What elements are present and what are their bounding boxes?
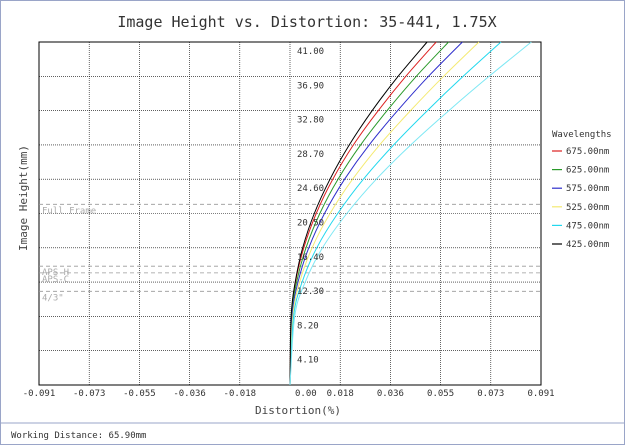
x-tick-label: 0.018 <box>327 389 354 399</box>
x-tick-label: 0.036 <box>377 389 404 399</box>
y-tick-label: 4.10 <box>297 356 319 366</box>
chart-title: Image Height vs. Distortion: 35-441, 1.7… <box>117 13 496 31</box>
y-tick-label: 28.70 <box>297 150 324 160</box>
x-axis-label: Distortion(%) <box>255 404 341 417</box>
y-tick-label: 24.60 <box>297 184 324 194</box>
x-tick-label: -0.018 <box>224 389 257 399</box>
legend-title: Wavelengths <box>552 130 612 140</box>
y-tick-label: 20.50 <box>297 219 324 229</box>
x-tick-label: -0.091 <box>23 389 56 399</box>
x-tick-label: 0.091 <box>527 389 554 399</box>
y-tick-label: 41.00 <box>297 47 324 57</box>
curve-line <box>289 41 428 386</box>
x-tick-label: 0.073 <box>477 389 504 399</box>
x-tick-label: 0.055 <box>427 389 454 399</box>
y-tick-label: 36.90 <box>297 81 324 91</box>
x-tick-label: -0.036 <box>173 389 206 399</box>
curve-line <box>289 41 532 386</box>
legend-entry: 625.00nm <box>566 166 609 176</box>
x-tick-labels: -0.091 -0.073 -0.055 -0.036 -0.018 0.00 0.018 0… <box>23 389 555 399</box>
distortion-curves <box>289 41 532 386</box>
working-distance: Working Distance: 65.90mm <box>11 431 146 441</box>
y-tick-label: 16.40 <box>297 253 324 263</box>
x-tick-label: 0.00 <box>295 389 317 399</box>
x-tick-label: -0.055 <box>123 389 156 399</box>
curve-line <box>289 41 449 386</box>
curve-line <box>289 41 502 386</box>
x-tick-label: -0.073 <box>73 389 106 399</box>
legend-entry: 475.00nm <box>566 221 609 231</box>
legend-entry: 675.00nm <box>566 147 609 157</box>
legend-entry: 575.00nm <box>566 184 609 194</box>
y-tick-label: 8.20 <box>297 321 319 331</box>
y-tick-labels: 4.10 8.20 12.30 16.40 20.50 24.60 28.70 32.80 36… <box>297 47 324 366</box>
y-tick-label: 12.30 <box>297 287 324 297</box>
curve-line <box>289 41 463 386</box>
curve-line <box>289 41 480 386</box>
legend-entry: 525.00nm <box>566 203 609 213</box>
sensor-format-label: APS-C <box>42 275 69 285</box>
sensor-format-label: 4/3" <box>42 293 64 303</box>
legend-entry: 425.00nm <box>566 240 609 250</box>
legend: Wavelengths 675.00nm 625.00nm 575.00nm 525.… <box>552 130 612 250</box>
y-axis-label: Image Height(mm) <box>17 145 30 251</box>
grid <box>38 41 542 386</box>
y-tick-label: 32.80 <box>297 116 324 126</box>
sensor-format-label: Full Frame <box>42 206 96 216</box>
